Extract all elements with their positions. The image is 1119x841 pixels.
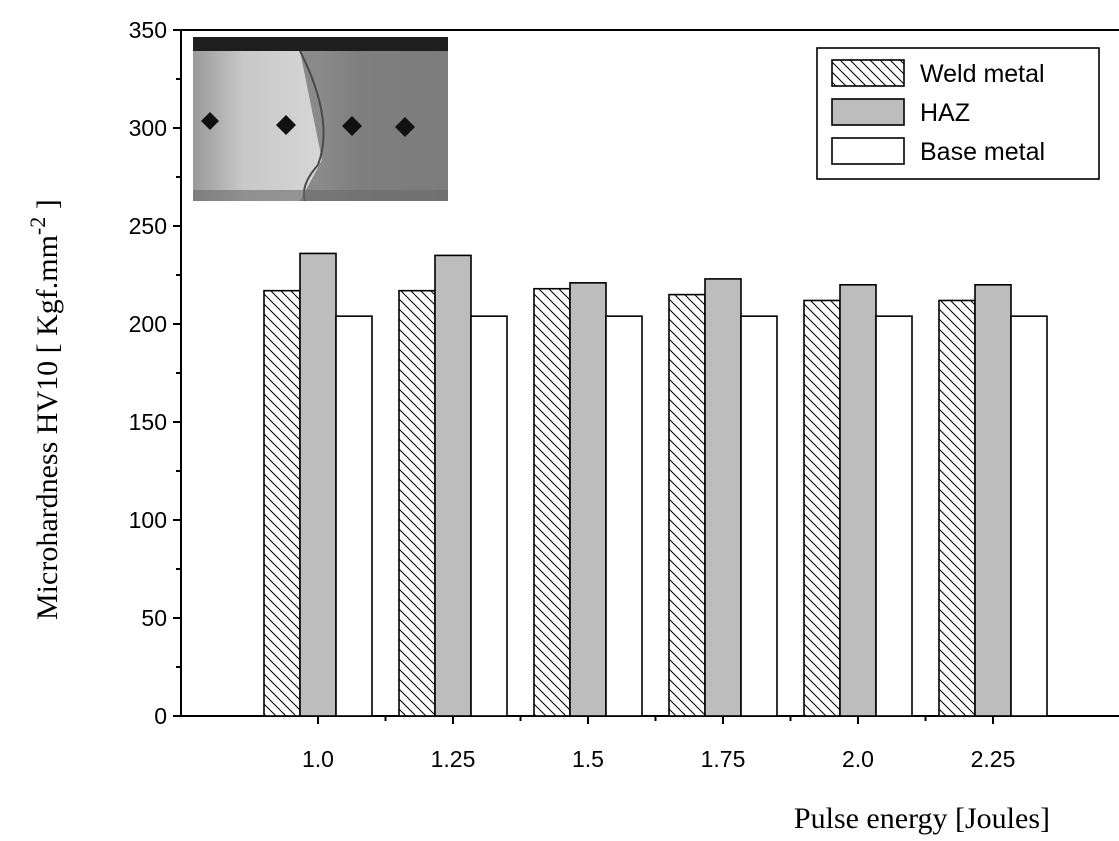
legend-label-weld-metal: Weld metal [920,60,1045,88]
bar-weld-metal [803,299,841,717]
x-tick-label: 2.0 [842,746,874,772]
bar-base-metal [335,315,373,717]
y-ticks: 0 50 100 150 200 250 300 350 [129,17,181,729]
bar-base-metal [470,315,508,717]
bar-weld-metal [533,287,571,717]
legend-swatch-base-metal [831,137,905,165]
y-tick-label: 300 [129,115,167,141]
y-axis-title: Microhardness HV10 [ Kgf.mm-2 ] [25,199,64,620]
y-tick-label: 200 [129,311,167,337]
legend-swatch-haz [831,98,905,126]
bar-base-metal [605,315,643,717]
bar-base-metal [740,315,778,717]
x-ticks: 1.0 1.25 1.5 1.75 2.0 2.25 [302,716,1015,772]
legend: Weld metal HAZ Base metal [816,47,1100,180]
legend-swatch-weld-metal [831,59,905,87]
y-tick-label: 100 [129,507,167,533]
y-tick-label: 150 [129,409,167,435]
bar-weld-metal [668,293,706,717]
x-tick-label: 1.25 [431,746,476,772]
y-axis-title-suffix: ] [31,199,64,217]
bar-haz [974,283,1012,717]
inset-micrograph [193,37,448,202]
y-tick-label: 0 [154,703,167,729]
legend-label-base-metal: Base metal [920,138,1045,166]
bar-weld-metal [398,289,436,717]
y-tick-label: 50 [141,605,167,631]
bar-haz [704,278,742,717]
bar-haz [434,254,472,717]
bar-weld-metal [938,299,976,717]
y-tick-label: 250 [129,213,167,239]
bar-base-metal [1010,315,1048,717]
bars [263,252,1048,717]
y-tick-label: 350 [129,17,167,43]
x-axis-title: Pulse energy [Joules] [794,802,1050,835]
bar-haz [839,283,877,717]
bar-base-metal [875,315,913,717]
bar-weld-metal [263,289,301,717]
legend-label-haz: HAZ [920,99,970,127]
x-tick-label: 1.5 [572,746,604,772]
bar-haz [569,282,607,717]
x-tick-label: 1.75 [701,746,746,772]
bar-haz [299,252,337,717]
x-tick-label: 1.0 [302,746,334,772]
y-axis-title-main: Microhardness HV10 [ Kgf.mm [31,235,64,620]
x-tick-label: 2.25 [971,746,1016,772]
y-axis-title-superscript: -2 [25,217,50,235]
